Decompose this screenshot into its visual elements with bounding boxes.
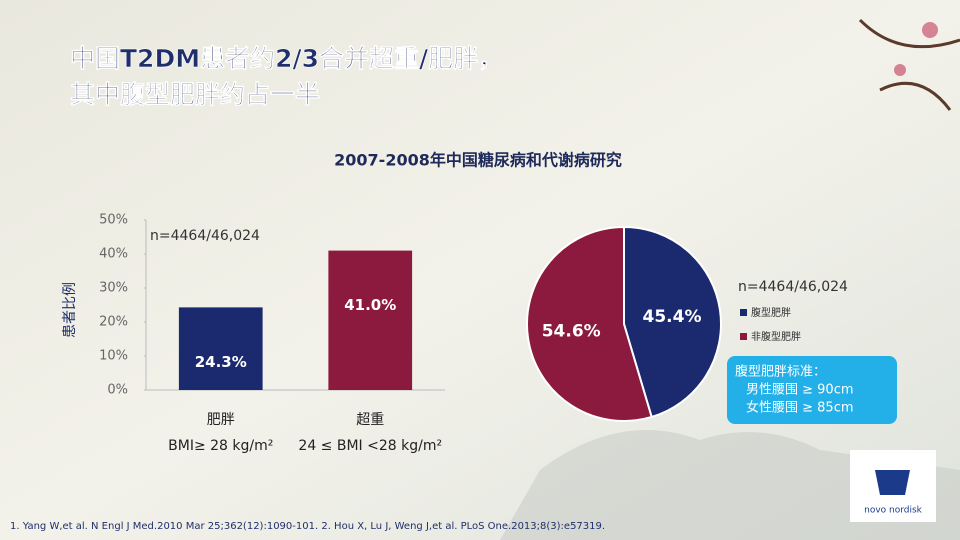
pie-slice bbox=[526, 225, 653, 422]
criteria-heading: 腹型肥胖标准： bbox=[735, 364, 826, 380]
x-sublabel: BMI≥ 28 kg/m² bbox=[168, 438, 273, 454]
annotation: n=4464/46,024 bbox=[738, 279, 848, 295]
value-label: 54.6% bbox=[542, 322, 601, 342]
criteria-box bbox=[727, 356, 897, 424]
logo-text: novo nordisk bbox=[864, 506, 923, 516]
footnote: 1. Yang W,et al. N Engl J Med.2010 Mar 2… bbox=[10, 521, 605, 532]
y-axis-label: 患者比例 bbox=[62, 282, 78, 338]
y-tick-label: 0% bbox=[107, 383, 128, 398]
blossom bbox=[894, 64, 906, 76]
criteria-line: 男性腰围 ≥ 90cm bbox=[746, 383, 854, 398]
pie-slice bbox=[623, 225, 722, 419]
branch bbox=[858, 18, 960, 111]
slide-title: 中国T2DM患者约2/3合并超重/肥胖， bbox=[70, 44, 503, 73]
bar bbox=[178, 307, 263, 390]
value-label: 41.0% bbox=[344, 296, 396, 314]
y-tick-label: 30% bbox=[99, 281, 128, 296]
legend-label: 腹型肥胖 bbox=[751, 306, 791, 319]
slide-title: 其中腹型肥胖约占一半 bbox=[70, 80, 320, 109]
y-tick-label: 10% bbox=[99, 349, 128, 364]
criteria-line: 女性腰围 ≥ 85cm bbox=[746, 400, 854, 416]
y-tick-label: 20% bbox=[99, 315, 128, 330]
x-tick-label: 肥胖 bbox=[207, 412, 235, 428]
annotation: n=4464/46,024 bbox=[150, 228, 260, 244]
x-sublabel: 24 ≤ BMI <28 kg/m² bbox=[298, 438, 442, 454]
blossom bbox=[922, 22, 938, 38]
landscape bbox=[500, 430, 960, 540]
y-tick-label: 40% bbox=[99, 247, 128, 262]
legend-label: 非腹型肥胖 bbox=[751, 330, 801, 343]
legend-swatch bbox=[740, 309, 747, 316]
logo-bull bbox=[875, 470, 910, 495]
bar bbox=[328, 250, 413, 390]
y-tick-label: 50% bbox=[99, 213, 128, 228]
legend-swatch bbox=[740, 333, 747, 340]
value-label: 24.3% bbox=[195, 353, 247, 371]
study-title: 2007-2008年中国糖尿病和代谢病研究 bbox=[334, 151, 622, 170]
value-label: 45.4% bbox=[643, 307, 702, 327]
x-tick-label: 超重 bbox=[356, 412, 384, 428]
